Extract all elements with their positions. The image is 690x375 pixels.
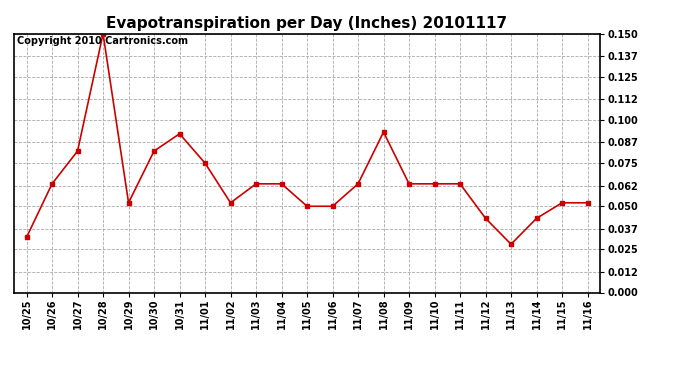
Text: Copyright 2010 Cartronics.com: Copyright 2010 Cartronics.com bbox=[17, 36, 188, 46]
Title: Evapotranspiration per Day (Inches) 20101117: Evapotranspiration per Day (Inches) 2010… bbox=[106, 16, 508, 31]
